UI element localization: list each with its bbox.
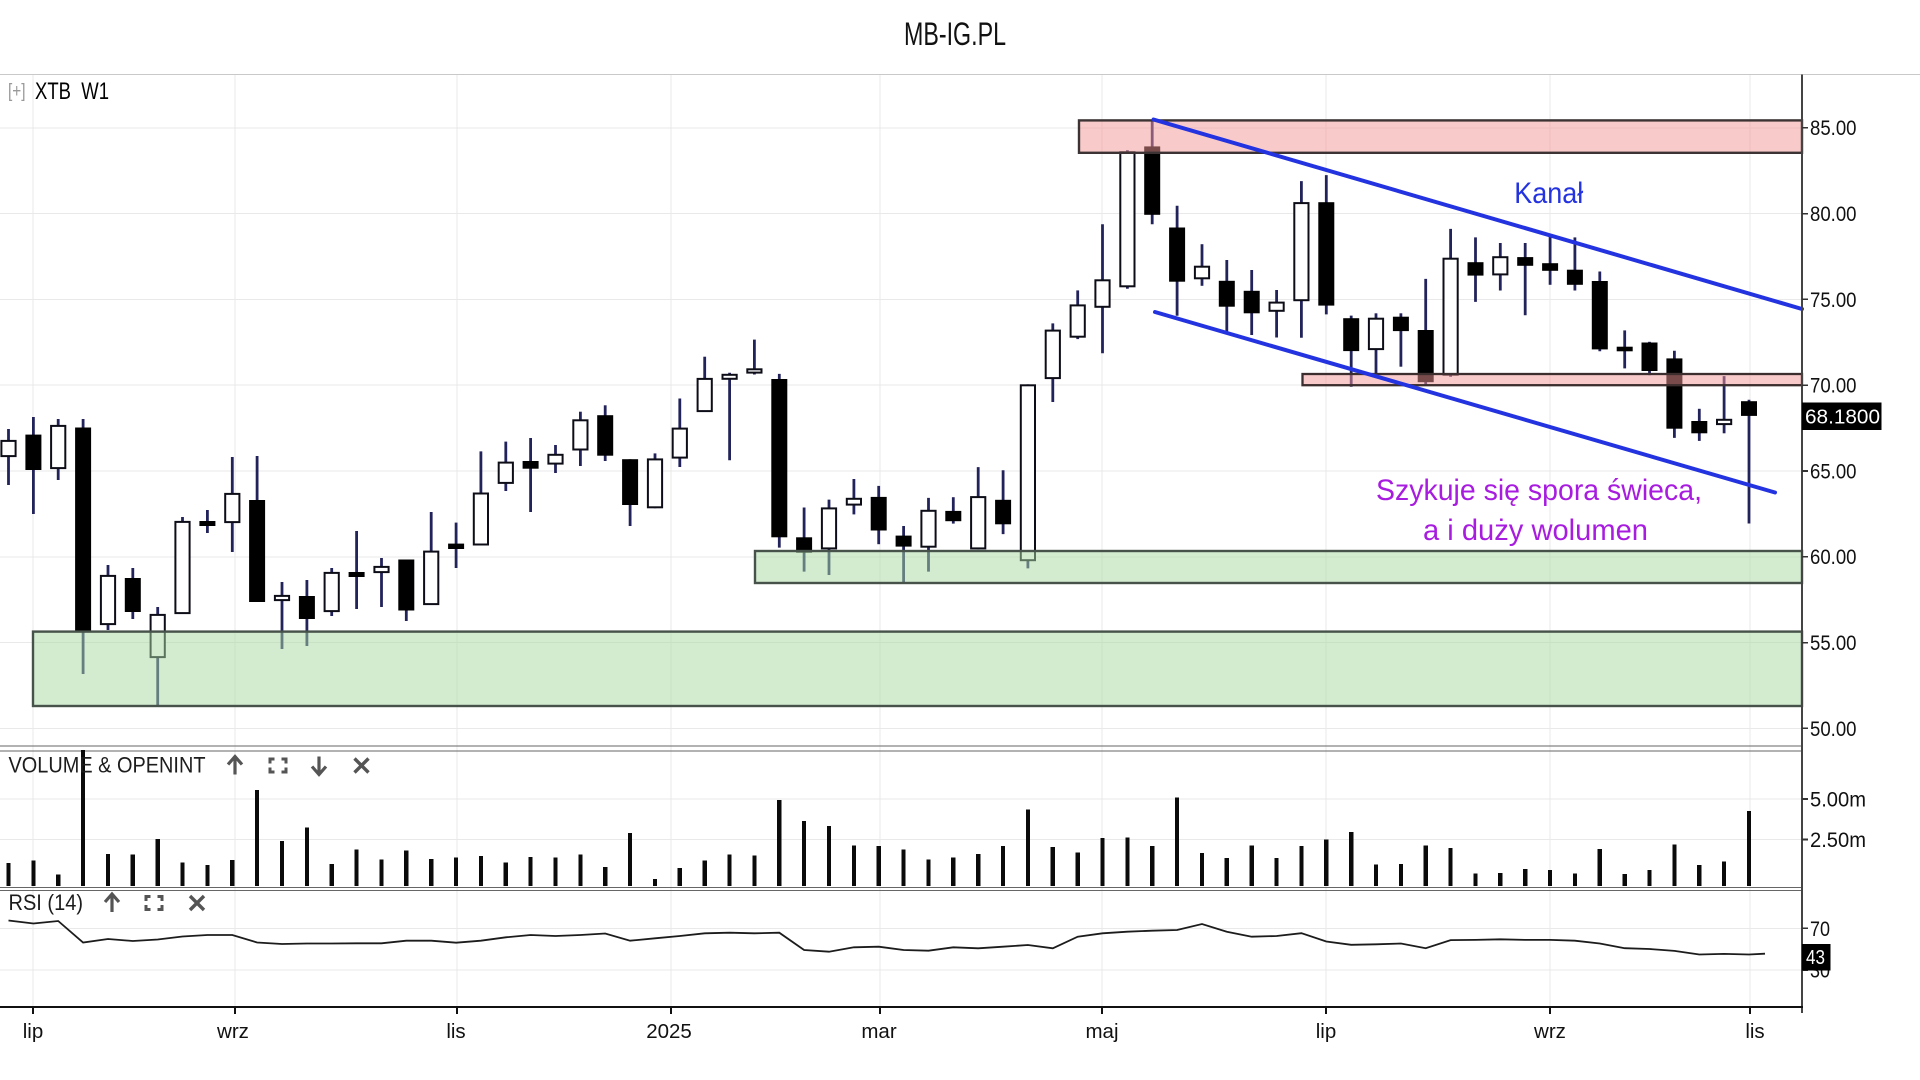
svg-text:70: 70 <box>1810 918 1830 941</box>
svg-text:Kanał: Kanał <box>1514 177 1583 210</box>
svg-text:2.50m: 2.50m <box>1810 829 1866 852</box>
svg-text:60.00: 60.00 <box>1810 546 1857 569</box>
svg-text:lip: lip <box>1316 1020 1337 1043</box>
svg-text:wrz: wrz <box>216 1020 249 1043</box>
svg-text:50.00: 50.00 <box>1810 718 1857 741</box>
svg-text:55.00: 55.00 <box>1810 632 1857 655</box>
svg-text:VOLUME & OPENINT: VOLUME & OPENINT <box>9 752 206 777</box>
svg-text:lis: lis <box>446 1020 465 1043</box>
svg-text:85.00: 85.00 <box>1810 117 1857 140</box>
svg-text:a i duży wolumen: a i duży wolumen <box>1423 514 1648 547</box>
svg-text:mar: mar <box>861 1020 896 1043</box>
svg-text:75.00: 75.00 <box>1810 289 1857 312</box>
svg-text:68.1800: 68.1800 <box>1805 406 1880 429</box>
svg-text:65.00: 65.00 <box>1810 460 1857 483</box>
svg-text:wrz: wrz <box>1533 1020 1566 1043</box>
svg-text:70.00: 70.00 <box>1810 375 1857 398</box>
svg-text:[+]: [+] <box>8 81 26 102</box>
svg-text:lis: lis <box>1745 1020 1764 1043</box>
svg-text:Szykuje się spora świeca,: Szykuje się spora świeca, <box>1376 474 1702 507</box>
svg-text:80.00: 80.00 <box>1810 203 1857 226</box>
svg-text:43: 43 <box>1806 946 1825 969</box>
svg-text:maj: maj <box>1085 1020 1118 1043</box>
svg-text:RSI (14): RSI (14) <box>9 890 84 915</box>
svg-text:XTB W1: XTB W1 <box>35 78 109 105</box>
svg-text:5.00m: 5.00m <box>1810 788 1866 811</box>
svg-text:MB-IG.PL: MB-IG.PL <box>904 16 1006 52</box>
svg-text:2025: 2025 <box>646 1020 692 1043</box>
svg-text:lip: lip <box>23 1020 44 1043</box>
